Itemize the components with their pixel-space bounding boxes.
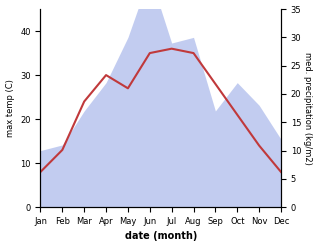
Y-axis label: med. precipitation (kg/m2): med. precipitation (kg/m2) <box>303 52 313 165</box>
Y-axis label: max temp (C): max temp (C) <box>5 79 15 137</box>
X-axis label: date (month): date (month) <box>125 231 197 242</box>
